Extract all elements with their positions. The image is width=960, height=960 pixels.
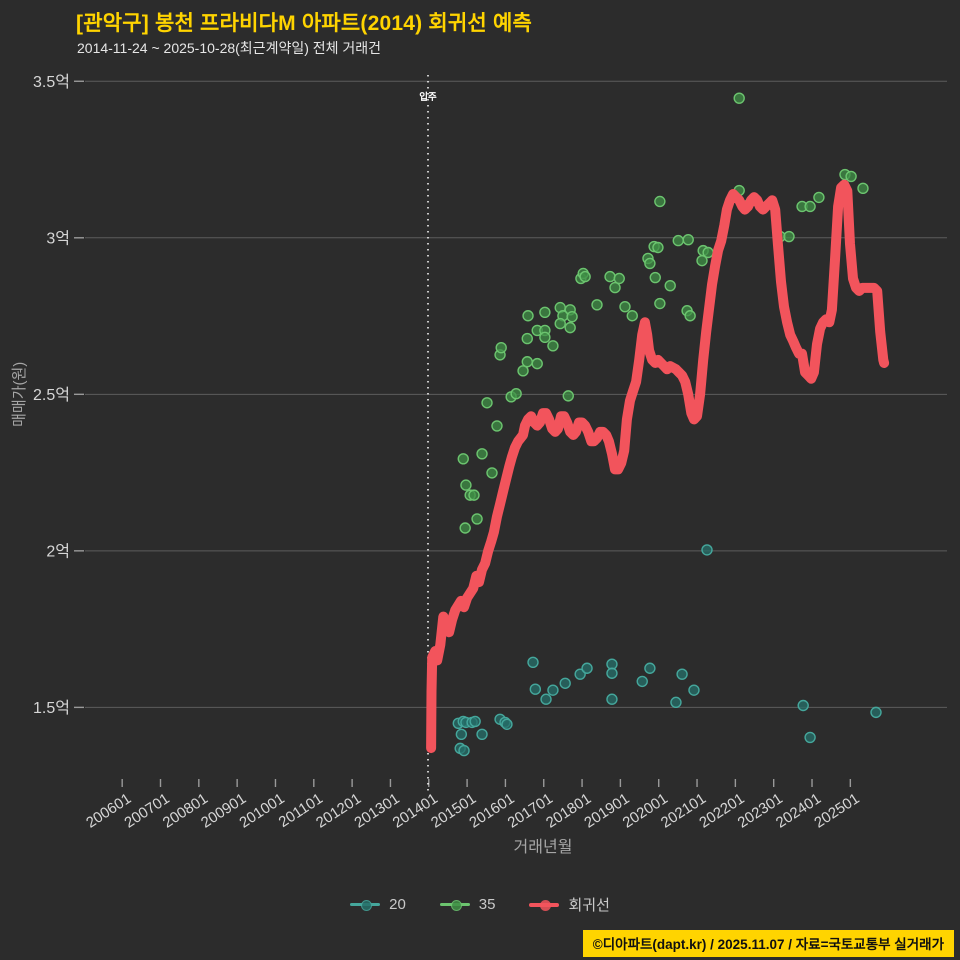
scatter-point-35 [471, 513, 483, 525]
scatter-point-35 [613, 272, 625, 285]
legend-swatch [439, 900, 470, 911]
attribution-ribbon: ©디아파트(dapt.kr) / 2025.11.07 / 자료=국토교통부 실… [582, 930, 954, 957]
y-tick-label: 1.5억 [33, 699, 70, 717]
scatter-point-20 [870, 706, 882, 719]
scatter-point-35 [672, 234, 684, 247]
scatter-point-35 [845, 170, 857, 183]
scatter-point-35 [522, 310, 534, 322]
scatter-point-35 [783, 230, 795, 243]
y-axis-title: 매매가(원) [11, 362, 28, 427]
legend-label: 35 [478, 896, 496, 913]
legend-label: 20 [389, 896, 406, 913]
scatter-point-20 [501, 718, 513, 730]
scatter-point-20 [455, 728, 468, 740]
page-title: [관악구] 봉천 프라비다M 아파트(2014) 회귀선 예측 [76, 12, 532, 35]
scatter-point-35 [652, 241, 664, 254]
scatter-point-35 [654, 297, 666, 310]
legend-label: 회귀선 [568, 897, 610, 914]
scatter-point-35 [491, 420, 503, 432]
move-in-label: 입주 [419, 91, 437, 103]
scatter-point-35 [554, 317, 566, 330]
x-axis-title: 거래년월 [514, 838, 573, 856]
scatter-point-35 [486, 467, 498, 479]
scatter-point-20 [540, 693, 552, 705]
scatter-point-35 [510, 387, 522, 400]
scatter-point-20 [581, 662, 593, 674]
scatter-point-20 [701, 544, 713, 556]
scatter-point-35 [644, 257, 656, 270]
scatter-point-35 [521, 332, 533, 345]
scatter-point-35 [619, 300, 631, 313]
scatter-point-35 [495, 341, 507, 354]
scatter-point-20 [606, 693, 618, 705]
scatter-point-35 [468, 489, 480, 501]
scatter-point-20 [547, 684, 559, 696]
scatter-point-20 [458, 744, 470, 757]
scatter-point-20 [559, 677, 571, 689]
scatter-point-35 [684, 310, 696, 322]
y-tick-label: 2억 [46, 542, 70, 560]
chart-legend: 20 35 회귀선 [0, 894, 960, 915]
scatter-point-35 [609, 281, 621, 294]
scatter-point-35 [566, 310, 578, 323]
scatter-point-35 [547, 340, 559, 352]
scatter-point-35 [733, 92, 745, 104]
scatter-point-35 [459, 522, 471, 534]
scatter-point-20 [644, 662, 656, 674]
scatter-point-35 [562, 390, 574, 402]
scatter-point-35 [517, 365, 529, 377]
y-tick-label: 3억 [46, 229, 70, 247]
scatter-point-35 [521, 356, 533, 368]
scatter-point-35 [649, 271, 661, 284]
scatter-point-35 [539, 306, 551, 318]
scatter-point-35 [579, 270, 591, 283]
page-subtitle: 2014-11-24 ~ 2025-10-28(최근계약일) 전체 거래건 [77, 40, 382, 56]
scatter-point-35 [626, 310, 638, 322]
scatter-point-20 [688, 684, 700, 696]
regression-line [426, 179, 890, 754]
scatter-point-35 [564, 321, 576, 334]
scatter-point-20 [804, 731, 816, 744]
scatter-point-35 [539, 331, 551, 344]
legend-item-회귀선: 회귀선 [529, 894, 610, 915]
scatter-point-20 [606, 667, 618, 679]
scatter-point-20 [529, 683, 542, 695]
legend-item-20: 20 [350, 896, 406, 913]
scatter-point-20 [469, 715, 481, 728]
scatter-point-20 [670, 696, 682, 709]
scatter-point-35 [804, 200, 816, 213]
legend-item-35: 35 [439, 896, 496, 913]
legend-swatch [529, 899, 560, 911]
scatter-point-20 [676, 668, 688, 680]
y-tick-label: 2.5억 [33, 386, 70, 404]
scatter-point-35 [664, 279, 676, 292]
scatter-point-35 [476, 448, 488, 460]
scatter-point-35 [604, 270, 616, 283]
scatter-point-35 [857, 182, 869, 195]
scatter-point-35 [457, 453, 469, 465]
y-tick-label: 3.5억 [33, 73, 70, 91]
scatter-point-35 [591, 299, 603, 311]
scatter-point-20 [527, 656, 539, 668]
scatter-point-35 [481, 397, 493, 409]
legend-swatch [350, 900, 381, 911]
scatter-point-35 [460, 479, 472, 491]
scatter-point-35 [682, 233, 694, 246]
scatter-point-20 [797, 699, 809, 712]
scatter-point-35 [531, 357, 543, 370]
scatter-point-35 [813, 191, 825, 204]
scatter-point-20 [476, 728, 488, 740]
scatter-point-35 [696, 254, 708, 267]
scatter-point-35 [654, 195, 666, 208]
scatter-point-20 [636, 675, 648, 688]
